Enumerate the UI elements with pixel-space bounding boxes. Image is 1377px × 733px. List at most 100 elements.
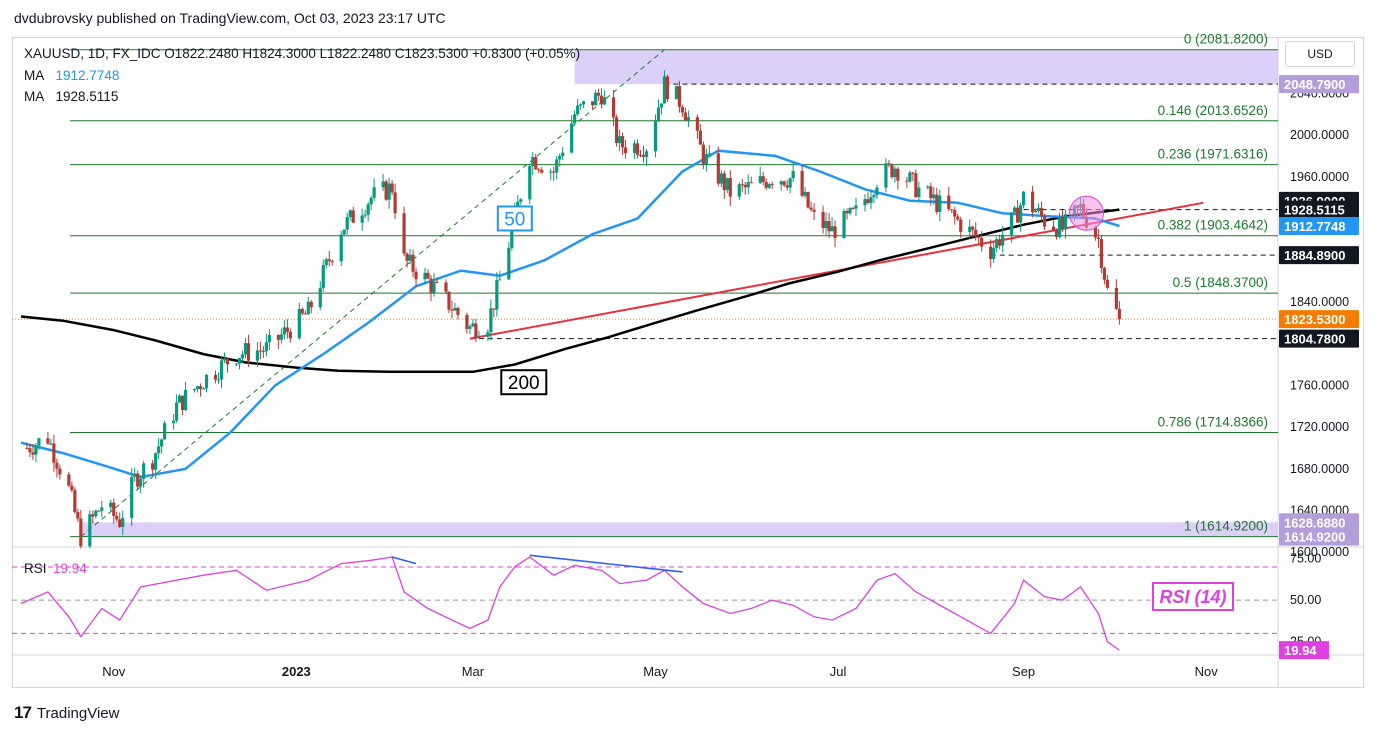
candle-body: [863, 199, 867, 206]
candle-body: [219, 360, 224, 380]
candle-body: [641, 154, 646, 157]
candle-body: [1022, 191, 1026, 206]
candle-body: [779, 181, 783, 185]
candle-body: [91, 514, 95, 517]
candle-body: [573, 114, 577, 124]
candle-body: [980, 237, 984, 247]
price-tag-text: 1884.8900: [1284, 248, 1345, 263]
candle-body: [279, 334, 283, 340]
price-tag: [1279, 246, 1359, 265]
candle-body: [737, 184, 741, 197]
candle-body: [782, 181, 786, 186]
candle-body: [770, 184, 774, 186]
candle-body: [261, 350, 266, 352]
rsi-value-tag-text: 19.94: [1284, 643, 1317, 658]
candle-body: [1099, 239, 1104, 269]
candle-body: [623, 147, 628, 154]
candle-body: [34, 445, 38, 455]
candle-body: [246, 343, 251, 361]
ma50-legend: MA 1912.7748: [24, 68, 119, 83]
candle-body: [429, 278, 433, 293]
candle-body: [1019, 205, 1023, 223]
candle-body: [1102, 268, 1107, 280]
candle-body: [1060, 216, 1065, 230]
candle-body: [576, 105, 580, 115]
candle-body: [192, 388, 197, 390]
candle-body: [330, 261, 334, 263]
candle-body: [183, 389, 188, 411]
rsi-annotation-box: [1152, 582, 1234, 611]
candle-body: [884, 163, 888, 188]
candle-body: [842, 211, 846, 239]
candle-body: [528, 166, 532, 200]
candle-body: [303, 313, 307, 315]
candle-body: [953, 210, 957, 217]
candle-body: [591, 101, 595, 106]
candle-body: [1042, 216, 1047, 227]
time-tick-label: Mar: [462, 664, 485, 679]
candle-body: [531, 157, 535, 167]
candle-body: [555, 159, 559, 173]
candle-body: [662, 76, 667, 104]
candle-body: [1105, 279, 1110, 288]
candle-body: [911, 172, 915, 174]
candle-body: [115, 515, 119, 520]
candle-body: [854, 205, 858, 209]
price-tag-text: 1823.5300: [1284, 312, 1345, 327]
fib-level-label: 0.5 (1848.3700): [1173, 275, 1268, 290]
candle-body: [635, 143, 640, 155]
rsi-divergence-line: [391, 556, 417, 565]
candle-body: [198, 386, 203, 390]
candle-body: [213, 374, 218, 380]
candle-body: [363, 214, 367, 216]
candle-body: [70, 485, 74, 491]
candle-body: [977, 236, 981, 238]
tradingview-brand[interactable]: 17 TradingView: [14, 703, 119, 723]
candle-body: [638, 154, 643, 156]
currency-button[interactable]: USD: [1285, 41, 1355, 67]
candle-body: [1039, 207, 1044, 217]
candle-body: [324, 259, 328, 266]
candle-body: [450, 309, 454, 311]
candle-body: [25, 447, 29, 449]
ma200-legend-label: MA: [24, 89, 45, 104]
candle-body: [204, 374, 209, 389]
candle-body: [890, 164, 894, 178]
candle-body: [444, 282, 448, 292]
candle-body: [142, 463, 146, 479]
candle-body: [76, 512, 80, 519]
candle-body: [677, 86, 682, 107]
price-tag: [1279, 217, 1359, 236]
candle-body: [97, 510, 101, 512]
candle-body: [914, 173, 918, 198]
candle-body: [216, 379, 221, 381]
candle-body: [1013, 207, 1017, 213]
highlight-circle: [1068, 195, 1104, 231]
candle-body: [746, 182, 750, 188]
candle-body: [408, 254, 412, 261]
rsi-divergence-line: [529, 554, 683, 573]
price-tick-label: 1680.0000: [1290, 462, 1349, 476]
time-tick-label: Jul: [830, 664, 847, 679]
ma200-line: [20, 208, 1120, 374]
time-tick-label: 2023: [282, 664, 311, 679]
candle-body: [848, 208, 852, 214]
ma-label-text: 200: [508, 373, 540, 394]
candle-body: [225, 358, 230, 365]
candle-body: [558, 155, 562, 160]
candle-body: [133, 473, 137, 477]
candle-body: [384, 181, 388, 200]
candle-body: [282, 327, 286, 335]
candle-body: [935, 194, 939, 213]
zone-1: [80, 522, 1278, 537]
candle-body: [998, 239, 1002, 246]
candle-body: [46, 438, 50, 444]
price-tag-text: 1804.7800: [1284, 332, 1345, 347]
candle-body: [519, 199, 523, 202]
candle-body: [956, 216, 960, 220]
candle-body: [653, 121, 658, 152]
candle-body: [597, 92, 601, 96]
price-tag-text: 1628.6880: [1284, 515, 1345, 530]
ma-label-box: [500, 369, 548, 396]
